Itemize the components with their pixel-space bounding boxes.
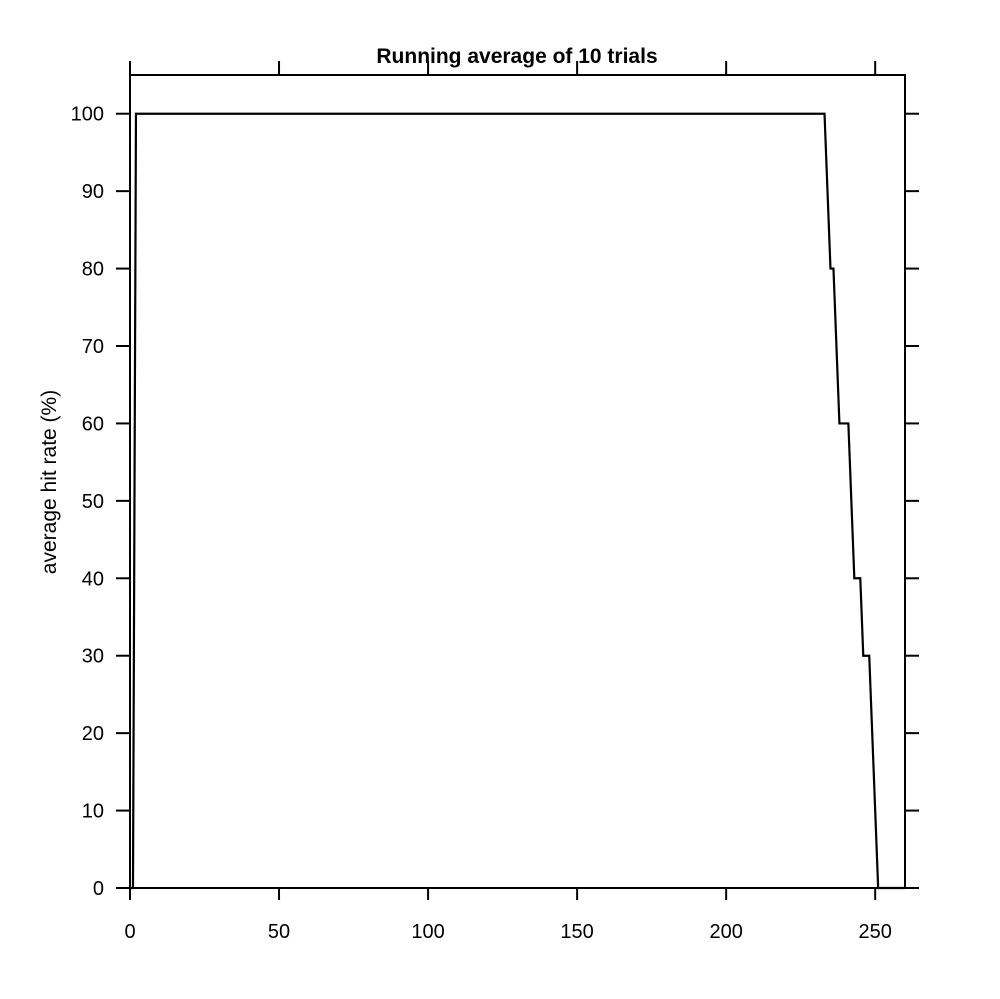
y-tick-label: 40 bbox=[82, 568, 104, 590]
x-tick-label: 250 bbox=[859, 921, 892, 943]
axis-ticks: 0 50 100 150 200 250 0 10 20 30 40 50 60 70 80 90 100 bbox=[71, 61, 919, 943]
y-tick-label: 90 bbox=[82, 181, 104, 203]
chart-title: Running average of 10 trials bbox=[376, 45, 657, 68]
x-tick-label: 200 bbox=[709, 921, 742, 943]
x-tick-label: 50 bbox=[268, 921, 290, 943]
y-tick-label: 30 bbox=[82, 646, 104, 668]
y-tick-label: 0 bbox=[93, 878, 104, 900]
series-group bbox=[130, 112, 905, 890]
y-tick-label: 100 bbox=[71, 104, 104, 126]
y-tick-label: 20 bbox=[82, 723, 104, 745]
y-tick-label: 70 bbox=[82, 336, 104, 358]
y-tick-label: 50 bbox=[82, 491, 104, 513]
x-tick-label: 100 bbox=[411, 921, 444, 943]
y-axis-label: average hit rate (%) bbox=[38, 390, 61, 574]
x-tick-label: 0 bbox=[124, 921, 135, 943]
plot-frame bbox=[129, 74, 906, 889]
y-tick-label: 10 bbox=[82, 801, 104, 823]
y-tick-label: 80 bbox=[82, 259, 104, 281]
y-tick-label: 60 bbox=[82, 413, 104, 435]
x-tick-label: 150 bbox=[560, 921, 593, 943]
series-line bbox=[130, 112, 905, 890]
